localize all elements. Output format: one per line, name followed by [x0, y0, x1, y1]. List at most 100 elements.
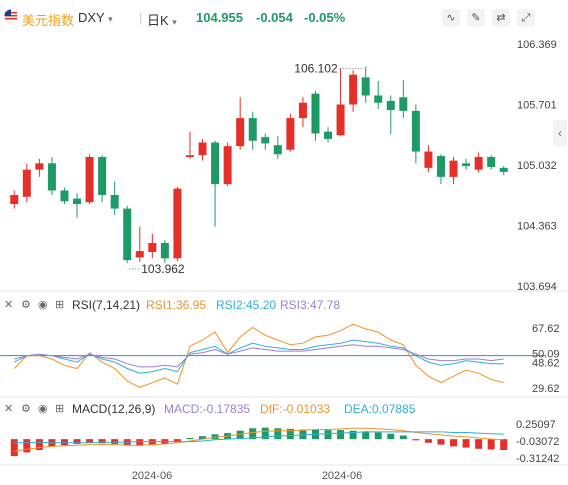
candle-body: [449, 160, 458, 177]
macd-bar: [462, 439, 470, 448]
rsi-line-rsi1: [13, 323, 504, 388]
us-flag-icon: [4, 9, 18, 26]
macd-bar: [412, 439, 420, 441]
view-icon[interactable]: ◉: [38, 299, 48, 311]
candle-body: [236, 118, 245, 147]
candle-body: [60, 190, 69, 202]
x-tick-label: 2024-06: [322, 470, 362, 482]
macd-value: MACD:-0.17835: [164, 402, 251, 416]
macd-bar: [86, 439, 94, 443]
candle-body: [185, 155, 194, 157]
toggle-icon[interactable]: ⊞: [55, 403, 65, 415]
candle-body: [223, 146, 232, 185]
y-tick-label: 67.62: [532, 323, 560, 335]
candle-body: [85, 156, 94, 203]
macd-bar: [475, 439, 483, 449]
macd-chart[interactable]: 0.25097 -0.03072 -0.31242 2024-06 2024-06: [0, 418, 568, 485]
macd-bar: [337, 430, 345, 440]
candle-body: [324, 131, 333, 139]
macd-bar: [299, 429, 307, 440]
settings-icon[interactable]: ⚙: [21, 403, 31, 415]
period-label: 日K: [147, 13, 169, 28]
candle-body: [22, 169, 31, 197]
macd-bar: [111, 439, 119, 444]
candle-body: [386, 100, 395, 110]
close-icon[interactable]: ✕: [4, 403, 14, 415]
toggle-icon[interactable]: ⊞: [55, 299, 65, 311]
macd-bar: [399, 435, 407, 440]
trend-icon: ∿: [446, 12, 456, 24]
candle-body: [160, 242, 169, 259]
indicator-button[interactable]: ∿: [442, 9, 460, 27]
candle-body: [424, 151, 433, 168]
macd-bar: [424, 439, 432, 443]
macd-bar: [136, 439, 144, 446]
rsi3-value: RSI3:47.78: [280, 298, 341, 312]
rsi-line-rsi2: [14, 339, 504, 374]
rsi-label: RSI(7,14,21): [72, 298, 141, 312]
macd-bar: [261, 427, 269, 440]
min-price-label: 103.962: [141, 262, 185, 276]
candle-body: [98, 156, 107, 195]
chevron-down-icon: ▾: [108, 14, 113, 24]
period-selector[interactable]: 日K ▾: [147, 10, 177, 29]
chevron-down-icon: ▾: [172, 17, 177, 27]
candle-body: [173, 188, 182, 259]
dea-value: DEA:0.07885: [344, 402, 416, 416]
dea-line: [14, 431, 504, 444]
candle-body: [148, 242, 157, 252]
chevron-left-icon: ‹: [558, 126, 562, 140]
candlestick-chart[interactable]: 106.369 105.701 105.032 104.363 103.694 106.1…: [0, 38, 568, 292]
macd-bar: [211, 434, 219, 440]
y-tick-label: 29.62: [532, 383, 560, 395]
candle-body: [336, 104, 345, 136]
rsi2-value: RSI2:45.20: [216, 298, 277, 312]
candle-body: [73, 198, 82, 205]
candle-body: [10, 194, 19, 205]
collapse-panel-button[interactable]: ‹: [553, 120, 567, 146]
candle-body: [110, 194, 119, 209]
macd-bar: [186, 437, 194, 440]
macd-bar: [60, 439, 68, 446]
view-icon[interactable]: ◉: [38, 403, 48, 415]
dif-line: [14, 427, 504, 452]
candle-body: [135, 251, 144, 258]
candle-body: [436, 156, 445, 177]
expand-icon: ⤢: [521, 12, 531, 24]
candle-body: [399, 97, 408, 111]
header-divider: |: [139, 10, 143, 25]
macd-bar: [274, 428, 282, 440]
candle-body: [47, 163, 56, 191]
candle-body: [123, 208, 132, 261]
candle-body: [411, 110, 420, 152]
candle-body: [248, 118, 257, 141]
macd-bar: [199, 436, 207, 440]
compare-button[interactable]: ⇄: [492, 9, 510, 27]
candle-body: [211, 142, 220, 185]
close-icon[interactable]: ✕: [4, 299, 14, 311]
macd-label: MACD(12,26,9): [72, 402, 156, 416]
candle-body: [261, 137, 270, 144]
candle-body: [273, 145, 282, 155]
y-tick-label: 104.363: [517, 220, 557, 232]
candle-body: [35, 163, 44, 170]
instrument-name[interactable]: 美元指数: [22, 13, 75, 28]
symbol-selector[interactable]: DXY ▾: [78, 10, 113, 25]
macd-bar: [450, 439, 458, 447]
rsi-line-rsi3: [14, 344, 504, 368]
macd-bar: [249, 428, 257, 440]
candle-body: [286, 118, 295, 150]
macd-bar: [487, 439, 495, 450]
macd-bar: [349, 430, 357, 440]
settings-icon[interactable]: ⚙: [21, 299, 31, 311]
macd-bar: [362, 431, 370, 440]
fullscreen-button[interactable]: ⤢: [517, 9, 535, 27]
last-price: 104.955: [196, 10, 243, 25]
macd-bar: [387, 433, 395, 440]
draw-button[interactable]: ✎: [467, 9, 485, 27]
candle-body: [298, 102, 307, 119]
y-tick-label: 105.701: [517, 99, 557, 111]
chart-header: 美元指数 DXY ▾ | 日K ▾ 104.955 -0.054 -0.05% …: [0, 0, 568, 38]
price-change-percent: -0.05%: [304, 10, 346, 25]
